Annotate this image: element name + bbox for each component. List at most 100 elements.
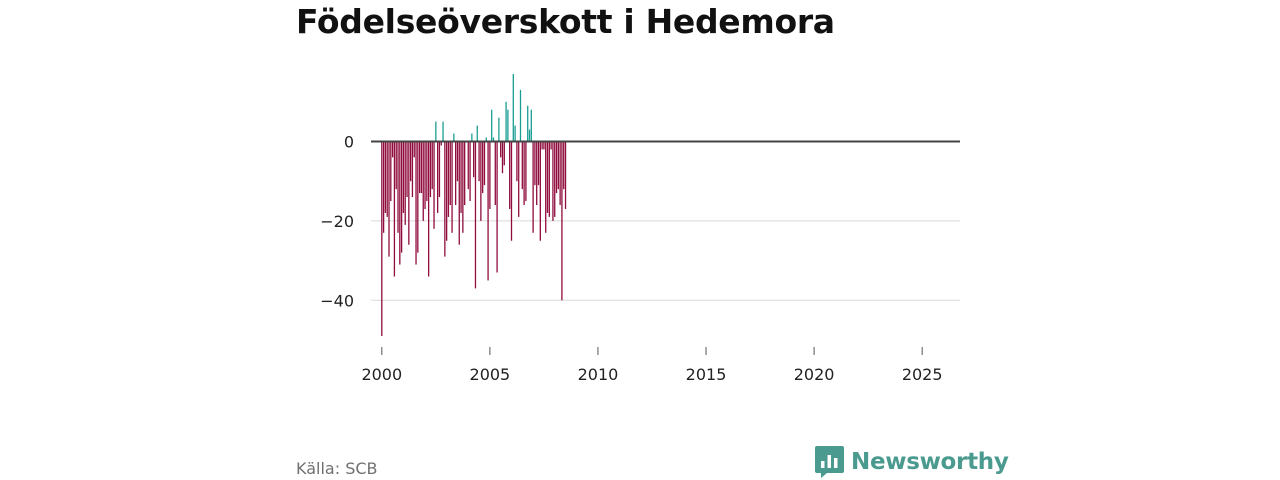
bar [530, 109, 532, 142]
bar [444, 141, 446, 257]
bar [564, 141, 567, 209]
bar [485, 137, 487, 142]
bar [402, 141, 405, 213]
bar [527, 105, 529, 142]
bar [435, 121, 437, 142]
bar [505, 101, 507, 142]
bar [426, 141, 428, 202]
x-axis-ticks: 2000 2005 2010 2015 2020 2025 [361, 347, 943, 384]
bar [507, 109, 509, 142]
bar [500, 141, 502, 158]
bar [382, 141, 385, 233]
bar [399, 141, 401, 265]
bar [510, 141, 513, 241]
bar [494, 141, 496, 205]
grid-lines [371, 220, 960, 301]
bar [557, 141, 559, 190]
bar [449, 141, 451, 205]
bar [411, 141, 414, 198]
bar [498, 117, 500, 142]
bar [482, 141, 484, 194]
bar [536, 141, 538, 205]
bar [391, 141, 394, 158]
bar [523, 141, 525, 205]
y-tick-label: 0 [344, 132, 354, 151]
bars [381, 73, 567, 337]
bar [474, 141, 477, 289]
bar [528, 129, 531, 142]
bar [496, 141, 498, 273]
x-tick-label: 2020 [794, 365, 835, 384]
bar [446, 141, 448, 241]
bar [447, 141, 450, 217]
bar [483, 141, 486, 186]
bar [424, 141, 426, 209]
bar [487, 141, 489, 281]
bar [393, 141, 396, 277]
bar [514, 125, 516, 142]
newsworthy-brand[interactable]: Newsworthy [815, 446, 1009, 478]
bar [534, 141, 536, 186]
bar [509, 141, 511, 209]
x-tick-label: 2005 [470, 365, 511, 384]
bar [437, 141, 439, 213]
bar [471, 133, 473, 142]
bar [469, 141, 471, 202]
bar [395, 141, 397, 190]
bar [413, 141, 415, 158]
bar [429, 141, 432, 198]
bar [478, 141, 480, 182]
bar [386, 141, 388, 217]
bar [476, 125, 478, 142]
bar [525, 141, 527, 202]
bar [491, 109, 493, 142]
bar [532, 141, 534, 233]
bar [512, 73, 514, 142]
bar [460, 141, 462, 213]
source-note: Källa: SCB [296, 459, 378, 478]
bar [440, 141, 442, 146]
bar [442, 121, 444, 142]
bar [559, 141, 561, 205]
bar [381, 141, 383, 337]
bar [427, 141, 430, 277]
bar [431, 141, 433, 190]
bar [516, 141, 518, 182]
bar [420, 141, 423, 194]
bar [453, 133, 455, 142]
bar [456, 141, 459, 182]
bar [455, 141, 457, 205]
bar [464, 141, 466, 205]
y-axis-ticks: 0 −20 −40 [320, 132, 354, 310]
bar [541, 141, 543, 150]
x-tick-label: 2025 [902, 365, 943, 384]
bar [451, 141, 453, 233]
bar [521, 141, 523, 190]
bar [501, 141, 504, 174]
bar [417, 141, 419, 253]
bar [518, 141, 520, 217]
bar [400, 141, 403, 253]
x-tick-label: 2010 [578, 365, 619, 384]
newsworthy-logo-icon [815, 446, 844, 478]
bar [492, 137, 495, 142]
bar [545, 141, 547, 233]
bar [462, 141, 464, 233]
bar [433, 141, 435, 229]
bar [397, 141, 399, 233]
bar [467, 141, 469, 190]
x-tick-label: 2015 [686, 365, 727, 384]
chart-title: Födelseöverskott i Hedemora [296, 2, 835, 41]
bar [539, 141, 541, 241]
bar [406, 141, 408, 198]
bar [561, 141, 563, 301]
x-tick-label: 2000 [361, 365, 402, 384]
bar [473, 141, 475, 178]
bar [548, 141, 550, 217]
bar [404, 141, 406, 225]
bar [409, 141, 412, 182]
bar [552, 141, 554, 221]
y-tick-label: −40 [320, 291, 354, 310]
bar [519, 89, 522, 142]
